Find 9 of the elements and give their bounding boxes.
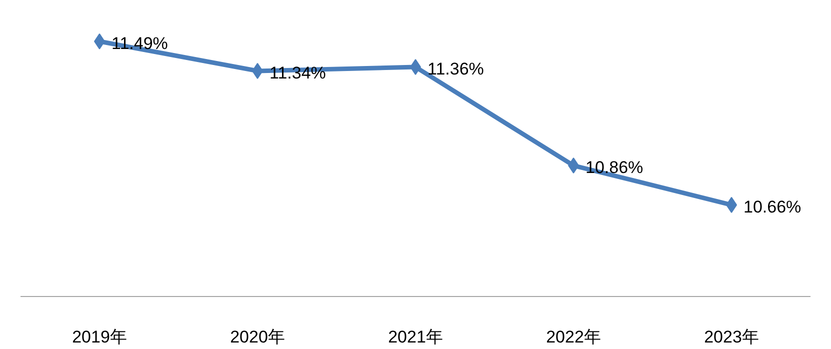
data-label: 10.86%	[586, 158, 644, 178]
x-tick-label: 2019年	[72, 328, 127, 346]
x-tick-label: 2023年	[704, 328, 759, 346]
x-tick-label: 2021年	[388, 328, 443, 346]
data-label: 11.36%	[428, 60, 484, 78]
x-tick-label: 2022年	[546, 328, 601, 346]
x-tick-label: 2020年	[230, 328, 285, 346]
data-label: 10.66%	[744, 197, 802, 216]
data-label: 11.49%	[112, 34, 168, 53]
